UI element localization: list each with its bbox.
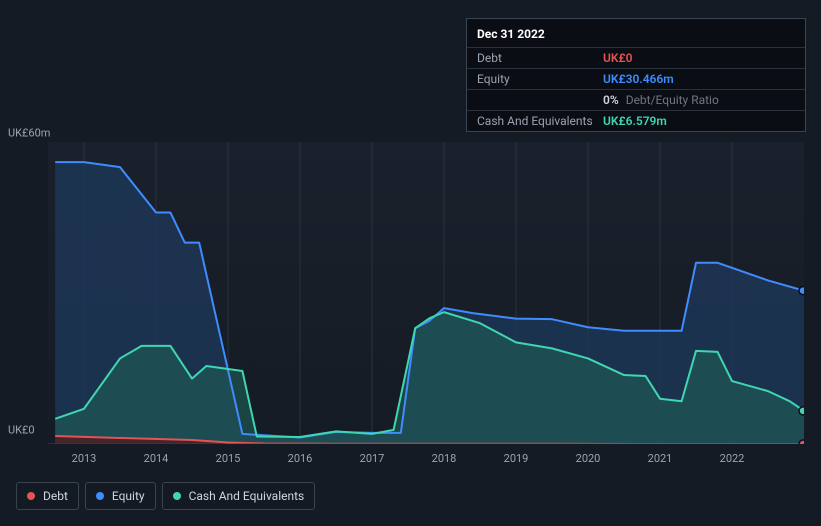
legend-item-equity[interactable]: Equity xyxy=(85,482,156,510)
legend-label: Debt xyxy=(43,489,68,503)
summary-row-label: Debt xyxy=(477,51,603,65)
legend-item-cash-and-equivalents[interactable]: Cash And Equivalents xyxy=(162,482,316,510)
legend-label: Cash And Equivalents xyxy=(189,489,305,503)
x-axis-tick: 2021 xyxy=(648,452,673,465)
summary-row-label: Equity xyxy=(477,72,603,86)
endpoint-dot xyxy=(799,407,804,415)
summary-row-value: UK£0 xyxy=(603,51,632,65)
legend-dot-icon xyxy=(173,492,181,500)
summary-row-sublabel: Debt/Equity Ratio xyxy=(623,93,719,107)
summary-panel: Dec 31 2022 DebtUK£0EquityUK£30.466m0% D… xyxy=(466,18,806,132)
summary-row: 0% Debt/Equity Ratio xyxy=(467,89,805,110)
summary-row: DebtUK£0 xyxy=(467,47,805,68)
endpoint-dot xyxy=(799,440,804,444)
x-axis-tick: 2013 xyxy=(72,452,97,465)
summary-row: EquityUK£30.466m xyxy=(467,68,805,89)
x-axis: 2013 2014 2015 2016 2017 2018 2019 2020 2021 2022 xyxy=(48,452,804,470)
summary-row-value: UK£6.579m xyxy=(603,114,667,128)
summary-row-value: 0% Debt/Equity Ratio xyxy=(603,93,719,107)
legend-item-debt[interactable]: Debt xyxy=(16,482,79,510)
x-axis-tick: 2019 xyxy=(504,452,529,465)
summary-row-label xyxy=(477,93,603,107)
summary-date: Dec 31 2022 xyxy=(467,19,805,47)
summary-row: Cash And EquivalentsUK£6.579m xyxy=(467,110,805,131)
x-axis-tick: 2016 xyxy=(288,452,313,465)
x-axis-tick: 2014 xyxy=(144,452,169,465)
x-axis-tick: 2020 xyxy=(576,452,601,465)
x-axis-tick: 2022 xyxy=(720,452,745,465)
x-axis-tick: 2017 xyxy=(360,452,385,465)
x-axis-tick: 2018 xyxy=(432,452,457,465)
debt-equity-chart[interactable] xyxy=(16,142,804,444)
y-axis-label-top: UK£60m xyxy=(8,127,50,140)
legend-dot-icon xyxy=(27,492,35,500)
chart-svg xyxy=(48,142,804,444)
summary-row-label: Cash And Equivalents xyxy=(477,114,603,128)
legend-dot-icon xyxy=(96,492,104,500)
legend-label: Equity xyxy=(112,489,145,503)
summary-row-value: UK£30.466m xyxy=(603,72,674,86)
endpoint-dot xyxy=(799,287,804,295)
x-axis-tick: 2015 xyxy=(216,452,241,465)
legend: Debt Equity Cash And Equivalents xyxy=(16,482,315,510)
